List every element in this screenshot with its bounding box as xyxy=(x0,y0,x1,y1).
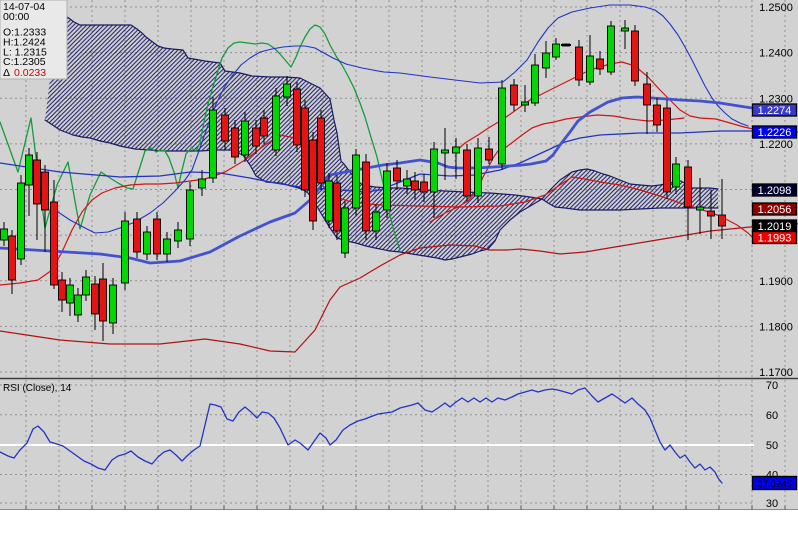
svg-text:1.2226: 1.2226 xyxy=(758,127,792,139)
svg-text:1.1993: 1.1993 xyxy=(758,233,792,245)
svg-text:50: 50 xyxy=(766,440,778,452)
svg-text:0.0233: 0.0233 xyxy=(14,67,46,79)
svg-text:1.2056: 1.2056 xyxy=(758,204,792,216)
svg-text:30: 30 xyxy=(766,498,778,510)
svg-text:00:00: 00:00 xyxy=(3,11,29,23)
svg-text:O:1.2333: O:1.2333 xyxy=(3,27,46,39)
svg-text:1.2500: 1.2500 xyxy=(759,2,793,14)
svg-text:1.2300: 1.2300 xyxy=(759,93,793,105)
svg-text:1.1700: 1.1700 xyxy=(759,367,793,379)
svg-text:Δ: Δ xyxy=(3,67,10,79)
svg-text:1.2098: 1.2098 xyxy=(758,185,792,197)
svg-text:L: 1.2315: L: 1.2315 xyxy=(3,47,47,59)
svg-text:RSI (Close), 14: RSI (Close), 14 xyxy=(3,383,72,394)
svg-text:1.2400: 1.2400 xyxy=(759,48,793,60)
svg-text:C:1.2305: C:1.2305 xyxy=(3,56,46,68)
svg-text:1.1800: 1.1800 xyxy=(759,321,793,333)
svg-text:1.1900: 1.1900 xyxy=(759,276,793,288)
svg-text:70: 70 xyxy=(766,380,778,392)
svg-text:H:1.2424: H:1.2424 xyxy=(3,37,46,49)
svg-text:60: 60 xyxy=(766,410,778,422)
svg-text:37.0245: 37.0245 xyxy=(757,479,791,490)
svg-text:1.2019: 1.2019 xyxy=(758,221,792,233)
svg-text:14-07-04: 14-07-04 xyxy=(3,1,45,13)
svg-text:1.2200: 1.2200 xyxy=(759,139,793,151)
svg-text:1.2274: 1.2274 xyxy=(758,105,792,117)
